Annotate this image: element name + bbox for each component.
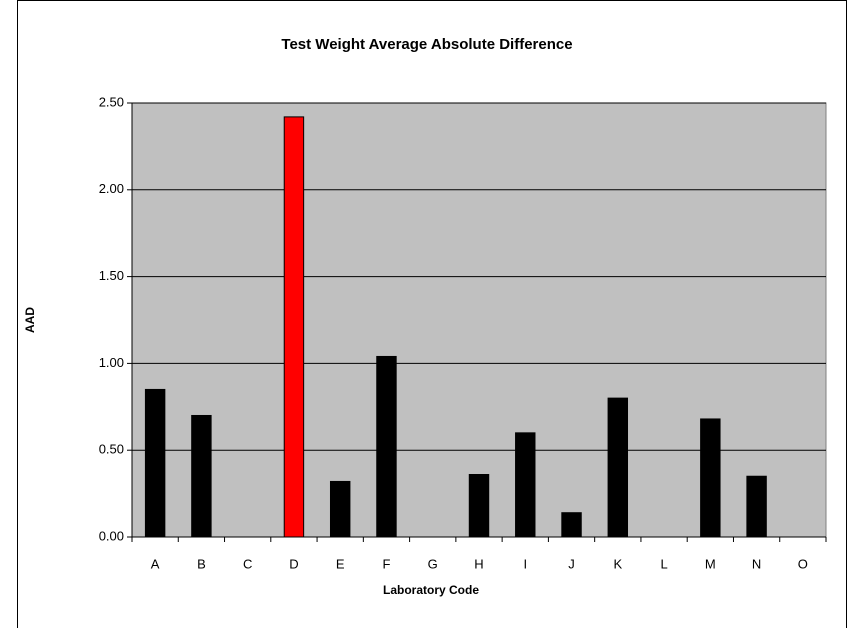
bar [607, 397, 629, 538]
y-tick-label: 2.00 [99, 181, 124, 196]
bar [700, 418, 721, 538]
bar [376, 355, 397, 538]
x-tick-label: M [705, 556, 716, 571]
x-tick-label: K [613, 556, 622, 571]
x-tick-label: H [474, 556, 483, 571]
y-tick-label: 0.50 [99, 442, 124, 457]
chart-title: Test Weight Average Absolute Difference [281, 36, 572, 53]
bar [515, 432, 536, 538]
x-axis-label: Laboratory Code [383, 583, 479, 597]
y-tick-label: 0.00 [99, 528, 124, 543]
x-tick-label: A [151, 556, 160, 571]
y-axis-label: AAD [23, 307, 37, 333]
y-tick-label: 1.00 [99, 355, 124, 370]
x-tick-label: G [428, 556, 438, 571]
y-tick-label: 2.50 [99, 94, 124, 109]
bar [561, 512, 582, 538]
x-tick-label: J [568, 556, 575, 571]
bar [191, 414, 212, 538]
x-tick-label: B [197, 556, 206, 571]
x-tick-label: O [798, 556, 808, 571]
x-tick-label: E [336, 556, 345, 571]
x-tick-label: C [243, 556, 252, 571]
plot-area [131, 102, 827, 538]
bar [283, 116, 305, 538]
bar [144, 388, 166, 538]
y-tick-label: 1.50 [99, 268, 124, 283]
x-tick-label: D [289, 556, 298, 571]
x-tick-label: L [660, 556, 667, 571]
bar [329, 480, 351, 538]
x-tick-label: F [382, 556, 390, 571]
bar [746, 475, 767, 538]
x-tick-label: I [523, 556, 527, 571]
bar [468, 474, 490, 538]
x-tick-label: N [752, 556, 761, 571]
